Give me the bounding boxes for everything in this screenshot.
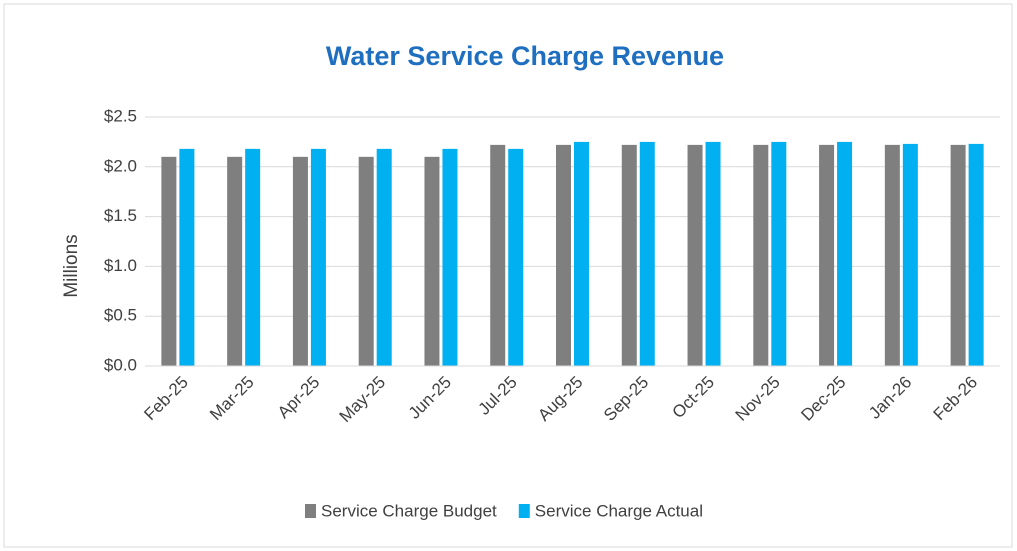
legend-label: Service Charge Budget (321, 501, 497, 520)
bar (753, 144, 769, 366)
chart-title: Water Service Charge Revenue (326, 41, 724, 71)
bar (771, 141, 787, 366)
bar (574, 141, 589, 366)
legend-label: Service Charge Actual (535, 501, 703, 520)
y-tick-label: $1.5 (104, 206, 137, 225)
bar (376, 148, 392, 366)
y-axis-title: Millions (61, 234, 82, 297)
bar (227, 156, 243, 366)
bar (621, 144, 637, 366)
bar (968, 143, 984, 366)
y-tick-label: $2.5 (104, 106, 137, 125)
bar (179, 148, 195, 366)
chart-border (3, 3, 1013, 548)
y-tick-label: $1.0 (104, 256, 137, 275)
bar (950, 144, 966, 366)
legend-swatch (305, 504, 316, 518)
bar (490, 144, 506, 366)
bar (556, 144, 571, 366)
y-tick-label: $0.0 (104, 355, 137, 374)
bar (639, 141, 655, 366)
bar (837, 141, 853, 366)
bar (310, 148, 326, 366)
bar (292, 156, 308, 366)
bar (161, 156, 177, 366)
bar (884, 144, 900, 366)
y-tick-label: $2.0 (104, 156, 137, 175)
bar (245, 148, 261, 366)
bar (442, 148, 458, 366)
bar (705, 141, 721, 366)
bar (902, 143, 918, 366)
bar (424, 156, 440, 366)
bar (819, 144, 835, 366)
bar (687, 144, 703, 366)
y-tick-label: $0.5 (104, 306, 137, 325)
bar (358, 156, 374, 366)
bar (508, 148, 524, 366)
legend-swatch (518, 504, 530, 518)
